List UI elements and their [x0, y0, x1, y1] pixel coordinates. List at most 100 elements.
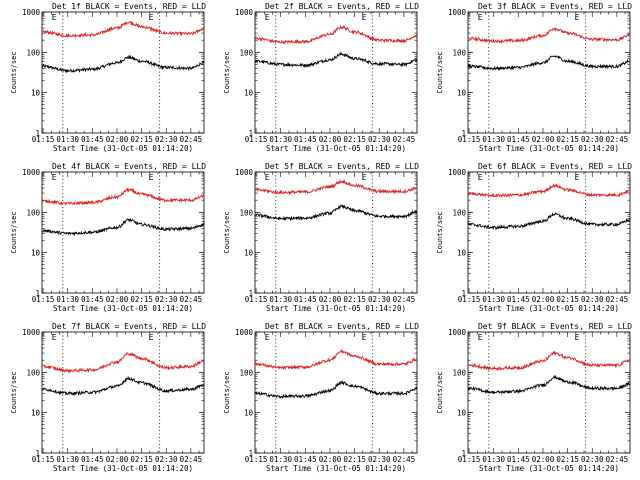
x-tick-label: 02:45	[180, 295, 203, 304]
y-axis-label: Counts/sec	[223, 371, 231, 413]
y-tick-label: 10	[244, 89, 254, 98]
x-tick-label: 02:45	[606, 135, 629, 144]
events-series-line	[467, 55, 631, 71]
y-tick-label: 10	[457, 409, 467, 418]
y-tick-label: 10	[244, 409, 254, 418]
events-series-line	[467, 374, 631, 395]
y-axis-label: Counts/sec	[436, 51, 444, 93]
y-tick-label: 100	[452, 48, 466, 57]
y-tick-label: 100	[26, 48, 40, 57]
y-tick-label: 100	[26, 368, 40, 377]
plot-frame	[467, 171, 631, 294]
y-tick-label: 1	[461, 129, 466, 138]
x-tick-label: 01:15	[245, 455, 268, 464]
x-tick-label: 02:00	[319, 295, 342, 304]
event-marker-label: E	[265, 333, 270, 342]
y-tick-label: 10	[457, 89, 467, 98]
x-tick-label: 02:15	[556, 135, 579, 144]
y-tick-label: 1	[35, 129, 40, 138]
lld-series-line	[254, 24, 418, 45]
lld-series-line	[467, 182, 631, 198]
events-series-line	[254, 204, 418, 222]
x-tick-label: 01:15	[32, 295, 55, 304]
x-tick-label: 02:45	[393, 455, 416, 464]
chart-title: Det 5f BLACK = Events, RED = LLD	[265, 162, 419, 171]
y-tick-label: 100	[239, 208, 253, 217]
lld-series-line	[467, 350, 631, 371]
y-tick-label: 1	[248, 449, 253, 458]
x-tick-label: 01:15	[245, 135, 268, 144]
lld-series-line	[254, 348, 418, 371]
chart-panel: Det 4f BLACK = Events, RED = LLD 1 10 100 10…	[10, 162, 206, 313]
x-tick-label: 02:30	[155, 135, 178, 144]
y-tick-label: 10	[457, 249, 467, 258]
x-tick-label: 02:15	[343, 135, 366, 144]
event-marker-label: E	[575, 13, 580, 22]
chart-title: Det 7f BLACK = Events, RED = LLD	[52, 322, 206, 331]
x-tick-label: 02:15	[130, 295, 153, 304]
plot-frame	[254, 171, 418, 294]
x-tick-label: 02:30	[155, 455, 178, 464]
x-tick-label: 02:00	[106, 135, 129, 144]
y-axis-label: Counts/sec	[436, 371, 444, 413]
event-marker-label: E	[362, 333, 367, 342]
chart-title: Det 1f BLACK = Events, RED = LLD	[52, 2, 206, 11]
y-tick-label: 100	[452, 208, 466, 217]
x-axis-label: Start Time (31-Oct-05 01:14:20)	[479, 304, 619, 313]
lld-series-line	[254, 178, 418, 196]
x-axis-label: Start Time (31-Oct-05 01:14:20)	[479, 464, 619, 473]
x-tick-label: 02:30	[581, 295, 604, 304]
x-tick-label: 02:00	[319, 135, 342, 144]
y-tick-label: 10	[31, 409, 41, 418]
x-tick-label: 01:30	[56, 455, 79, 464]
y-tick-label: 10	[31, 249, 41, 258]
event-marker-label: E	[478, 13, 483, 22]
x-tick-label: 02:45	[606, 295, 629, 304]
chart-panel: Det 7f BLACK = Events, RED = LLD 1 10 100 10…	[10, 322, 206, 473]
x-tick-label: 02:00	[106, 455, 129, 464]
x-tick-label: 01:30	[269, 295, 292, 304]
x-tick-label: 01:15	[245, 295, 268, 304]
plot-frame	[41, 331, 205, 454]
x-tick-label: 02:45	[393, 295, 416, 304]
y-tick-label: 100	[26, 208, 40, 217]
y-tick-label: 1	[35, 289, 40, 298]
x-tick-label: 02:45	[606, 455, 629, 464]
x-tick-label: 02:45	[180, 135, 203, 144]
event-marker-label: E	[575, 173, 580, 182]
x-tick-label: 01:45	[294, 295, 317, 304]
event-marker-label: E	[149, 173, 154, 182]
x-tick-label: 02:00	[106, 295, 129, 304]
y-tick-label: 10	[31, 89, 41, 98]
plot-frame	[467, 11, 631, 134]
x-tick-label: 02:30	[368, 295, 391, 304]
x-tick-label: 01:15	[32, 455, 55, 464]
lld-series-line	[41, 20, 205, 39]
y-tick-label: 1000	[22, 328, 41, 337]
x-tick-label: 01:45	[81, 295, 104, 304]
plot-frame	[41, 11, 205, 134]
x-tick-label: 01:30	[482, 455, 505, 464]
x-tick-label: 02:15	[556, 295, 579, 304]
y-axis-label: Counts/sec	[223, 211, 231, 253]
x-tick-label: 01:30	[482, 295, 505, 304]
x-tick-label: 02:00	[532, 295, 555, 304]
y-tick-label: 1000	[22, 8, 41, 17]
chart-title: Det 9f BLACK = Events, RED = LLD	[478, 322, 632, 331]
x-tick-label: 02:15	[130, 455, 153, 464]
events-series-line	[41, 217, 205, 237]
x-axis-label: Start Time (31-Oct-05 01:14:20)	[266, 144, 406, 153]
chart-panel: Det 2f BLACK = Events, RED = LLD 1 10 100 10…	[223, 2, 419, 153]
y-tick-label: 1	[461, 289, 466, 298]
events-series-line	[41, 54, 205, 74]
chart-panel: Det 8f BLACK = Events, RED = LLD 1 10 100 10…	[223, 322, 419, 473]
x-axis-label: Start Time (31-Oct-05 01:14:20)	[479, 144, 619, 153]
y-tick-label: 1000	[235, 8, 254, 17]
x-axis-label: Start Time (31-Oct-05 01:14:20)	[266, 304, 406, 313]
x-tick-label: 02:30	[155, 295, 178, 304]
y-tick-label: 1000	[235, 168, 254, 177]
event-marker-label: E	[149, 13, 154, 22]
x-tick-label: 02:15	[130, 135, 153, 144]
x-tick-label: 02:45	[180, 455, 203, 464]
